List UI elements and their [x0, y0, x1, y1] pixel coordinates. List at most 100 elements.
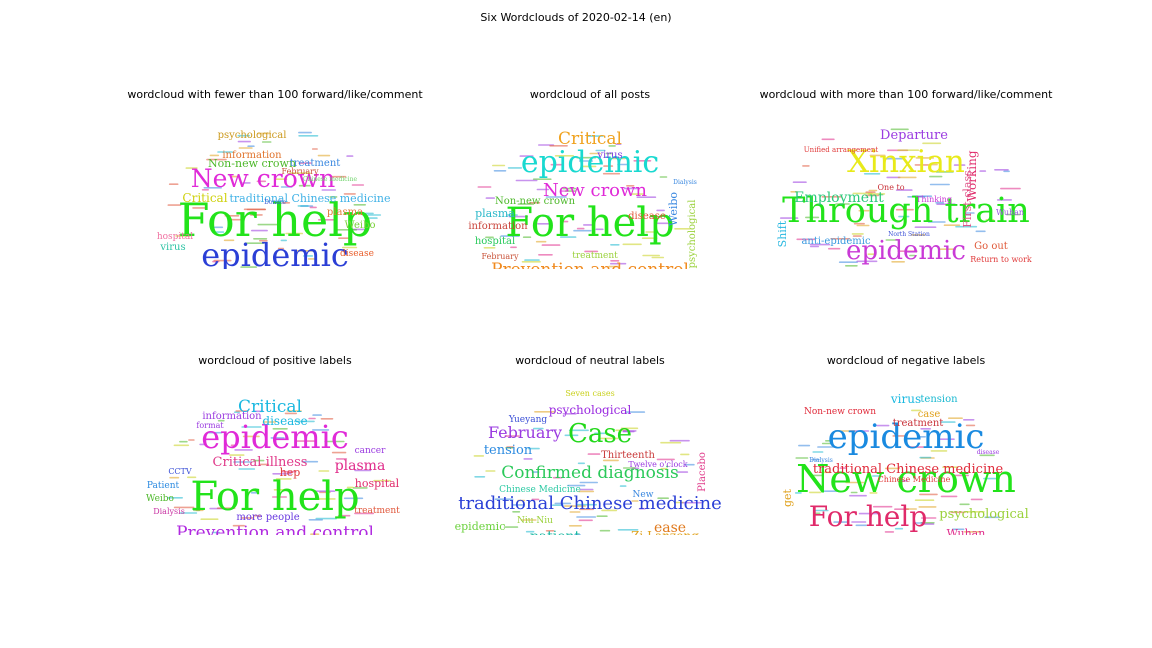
- filler-word-mark: [970, 498, 983, 501]
- cloud-word: get: [781, 488, 794, 507]
- filler-word-mark: [942, 466, 959, 468]
- filler-word-mark: [511, 504, 525, 506]
- filler-word-mark: [562, 413, 577, 415]
- filler-word-mark: [858, 209, 870, 212]
- filler-word-mark: [173, 506, 195, 509]
- cloud-word: Seven cases: [565, 389, 614, 398]
- filler-word-mark: [373, 479, 392, 482]
- panel-title: wordcloud with more than 100 forward/lik…: [759, 88, 1053, 101]
- filler-word-mark: [929, 183, 950, 186]
- filler-word-mark: [251, 229, 268, 232]
- filler-word-mark: [247, 145, 255, 147]
- filler-word-mark: [897, 250, 918, 252]
- filler-word-mark: [839, 467, 847, 469]
- filler-word-mark: [216, 507, 236, 509]
- filler-word-mark: [895, 208, 914, 211]
- filler-word-mark: [298, 162, 312, 164]
- cloud-word: For help: [190, 474, 359, 520]
- cloud-word: Twelve o'clock: [628, 460, 687, 469]
- filler-word-mark: [940, 421, 956, 423]
- filler-word-mark: [337, 514, 351, 517]
- filler-word-mark: [884, 467, 901, 470]
- filler-word-mark: [835, 203, 850, 205]
- filler-word-mark: [303, 255, 314, 257]
- filler-word-mark: [898, 215, 910, 218]
- filler-word-mark: [615, 143, 622, 145]
- filler-word-mark: [351, 184, 365, 186]
- cloud-word: New crown: [543, 180, 647, 201]
- wordcloud: Through train Xinxian epidemic Employment De…: [776, 128, 1032, 267]
- filler-word-mark: [578, 160, 594, 162]
- filler-word-mark: [901, 480, 908, 482]
- filler-word-mark: [167, 204, 182, 206]
- cloud-word: Patient: [147, 481, 180, 491]
- filler-word-mark: [838, 261, 858, 263]
- cloud-word: traditional Chinese medicine: [229, 192, 390, 205]
- filler-word-mark: [659, 176, 668, 178]
- filler-word-mark: [217, 151, 233, 153]
- filler-word-mark: [365, 217, 378, 219]
- filler-word-mark: [884, 531, 895, 533]
- filler-word-mark: [605, 152, 613, 155]
- filler-word-mark: [809, 243, 831, 246]
- filler-word-mark: [335, 458, 348, 460]
- filler-word-mark: [298, 131, 312, 134]
- filler-word-mark: [823, 490, 841, 492]
- filler-word-mark: [865, 194, 880, 197]
- cloud-word: disease: [628, 211, 666, 222]
- filler-word-mark: [317, 154, 331, 157]
- cloud-word: virus: [596, 150, 622, 161]
- filler-word-mark: [983, 477, 1000, 480]
- filler-word-mark: [321, 189, 337, 191]
- cloud-word: information: [222, 150, 282, 161]
- filler-word-mark: [1006, 213, 1021, 216]
- filler-word-mark: [869, 492, 878, 494]
- filler-word-mark: [568, 525, 582, 527]
- filler-word-mark: [911, 409, 922, 412]
- filler-word-mark: [318, 470, 330, 472]
- filler-word-mark: [821, 196, 843, 198]
- filler-word-mark: [231, 175, 240, 178]
- filler-word-mark: [318, 219, 337, 221]
- filler-word-mark: [825, 440, 833, 442]
- cloud-word: Critical: [182, 191, 227, 205]
- filler-word-mark: [256, 180, 267, 183]
- cloud-word: Zi Lanzong: [631, 529, 699, 535]
- filler-word-mark: [213, 259, 232, 262]
- cloud-word: traditional Chinese medicine: [458, 493, 722, 514]
- filler-word-mark: [619, 485, 627, 487]
- filler-word-mark: [828, 247, 841, 250]
- filler-word-mark: [577, 462, 585, 465]
- filler-word-mark: [830, 238, 851, 240]
- filler-word-mark: [994, 169, 1009, 171]
- filler-word-mark: [868, 189, 878, 192]
- filler-word-mark: [512, 511, 521, 513]
- cloud-word: Chinese Medicine: [499, 485, 581, 495]
- filler-word-mark: [856, 224, 870, 227]
- filler-word-mark: [552, 504, 564, 506]
- filler-word-mark: [505, 447, 514, 449]
- filler-word-mark: [494, 498, 514, 500]
- cloud-word: Weibo: [667, 192, 680, 226]
- filler-word-mark: [608, 265, 620, 268]
- filler-word-mark: [601, 509, 618, 512]
- filler-word-mark: [595, 228, 604, 231]
- cloud-word: disease: [340, 249, 374, 259]
- filler-word-mark: [576, 516, 597, 518]
- figure-title: Six Wordclouds of 2020-02-14 (en): [480, 11, 672, 24]
- filler-word-mark: [188, 439, 195, 441]
- filler-word-mark: [913, 522, 925, 524]
- filler-word-mark: [542, 215, 550, 217]
- filler-word-mark: [367, 214, 382, 216]
- filler-word-mark: [963, 531, 981, 533]
- filler-word-mark: [638, 507, 646, 510]
- filler-word-mark: [281, 470, 297, 473]
- filler-word-mark: [311, 148, 318, 150]
- filler-word-mark: [167, 497, 183, 499]
- filler-word-mark: [293, 420, 315, 423]
- cloud-word: New crown: [191, 164, 336, 193]
- filler-word-mark: [187, 476, 197, 479]
- filler-word-mark: [583, 224, 594, 226]
- filler-word-mark: [286, 410, 302, 412]
- cloud-word: For help: [178, 193, 373, 247]
